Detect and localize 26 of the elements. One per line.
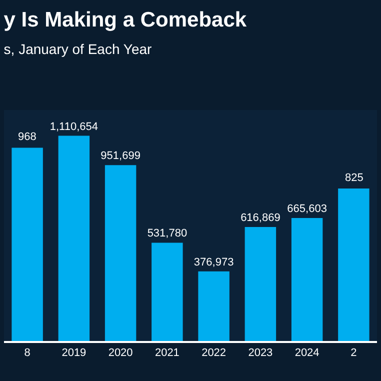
x-tick-label: 2020 — [108, 347, 133, 360]
data-label: 951,699 — [100, 150, 140, 162]
x-tick-label: 2022 — [202, 347, 226, 360]
x-tick-label: 8 — [24, 347, 30, 360]
x-tick-label: 2 — [350, 347, 357, 360]
x-tick-label: 2021 — [154, 347, 180, 360]
annotation: 825 — [345, 172, 364, 184]
bar — [198, 271, 230, 341]
x-tick-label: 2019 — [62, 347, 86, 360]
bar — [58, 136, 90, 341]
bar — [12, 148, 43, 341]
chart-subtitle: s, January of Each Year — [4, 40, 152, 57]
x-tick-label: 2023 — [248, 347, 273, 360]
data-label: 531,780 — [147, 228, 188, 240]
data-label: 376,973 — [194, 256, 234, 268]
data-label: 1,110,654 — [50, 120, 98, 133]
bar — [152, 242, 183, 341]
annotation: 968 — [18, 131, 36, 143]
data-label: 616,869 — [240, 212, 280, 224]
bar — [244, 227, 276, 341]
bar — [338, 188, 370, 341]
data-label: 665,603 — [287, 203, 327, 215]
bar — [104, 165, 136, 341]
bar — [291, 218, 323, 341]
x-tick-label: 2024 — [294, 347, 320, 360]
chart-title: y Is Making a Comeback — [4, 8, 247, 32]
